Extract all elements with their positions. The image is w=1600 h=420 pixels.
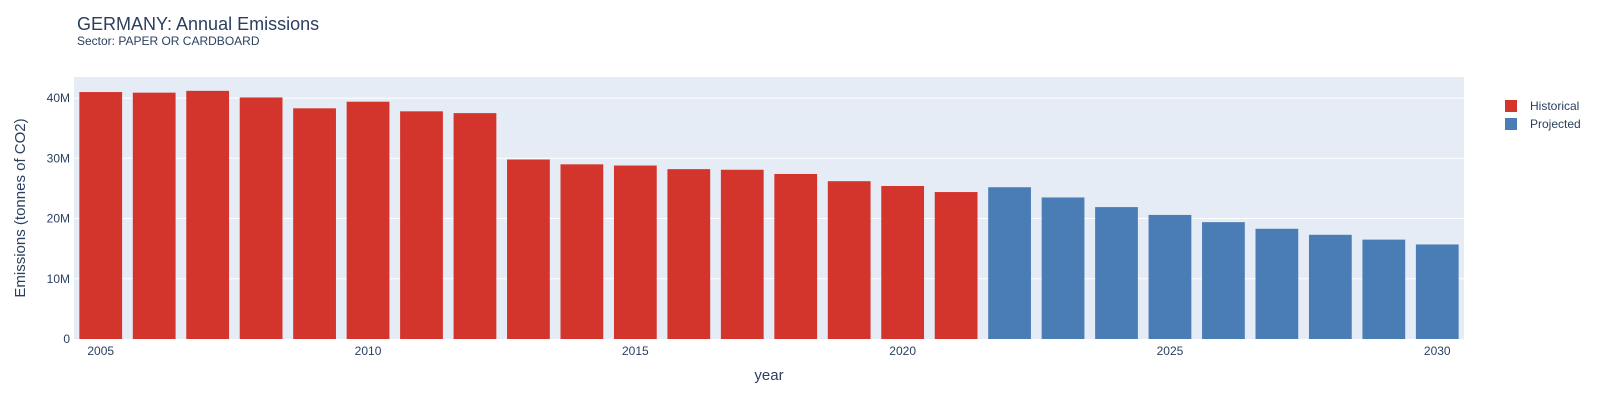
x-tick-label: 2020 bbox=[889, 344, 916, 358]
legend-label: Historical bbox=[1530, 99, 1579, 113]
bar-historical-2021[interactable] bbox=[934, 192, 978, 339]
x-tick-label: 2025 bbox=[1157, 344, 1184, 358]
bar-projected-2023[interactable] bbox=[1041, 197, 1085, 339]
bar-historical-2016[interactable] bbox=[667, 169, 711, 339]
bar-historical-2008[interactable] bbox=[239, 97, 283, 339]
y-tick-label: 40M bbox=[47, 91, 70, 105]
bar-historical-2014[interactable] bbox=[560, 164, 604, 339]
chart-subtitle: Sector: PAPER OR CARDBOARD bbox=[77, 34, 260, 48]
bar-historical-2018[interactable] bbox=[774, 173, 818, 339]
x-tick-label: 2015 bbox=[622, 344, 649, 358]
bar-projected-2024[interactable] bbox=[1095, 207, 1138, 339]
bar-projected-2026[interactable] bbox=[1202, 222, 1245, 339]
legend-item-historical[interactable]: Historical bbox=[1505, 99, 1579, 113]
y-tick-label: 10M bbox=[47, 272, 70, 286]
bar-historical-2011[interactable] bbox=[400, 111, 443, 340]
bar-projected-2027[interactable] bbox=[1255, 228, 1299, 339]
legend: Historical Projected bbox=[1505, 99, 1581, 131]
bar-historical-2010[interactable] bbox=[346, 101, 390, 340]
bar-historical-2012[interactable] bbox=[453, 113, 497, 339]
x-tick-label: 2005 bbox=[87, 344, 114, 358]
bar-historical-2017[interactable] bbox=[720, 169, 764, 339]
y-axis-title: Emissions (tonnes of CO2) bbox=[12, 118, 29, 297]
y-tick-label: 20M bbox=[47, 212, 70, 226]
legend-swatch bbox=[1505, 118, 1517, 130]
bar-historical-2006[interactable] bbox=[132, 92, 176, 340]
bars bbox=[79, 90, 1459, 340]
bar-projected-2029[interactable] bbox=[1362, 239, 1406, 339]
bar-projected-2025[interactable] bbox=[1148, 214, 1192, 339]
bar-historical-2013[interactable] bbox=[507, 159, 550, 339]
x-axis-title: year bbox=[754, 367, 783, 384]
y-tick-label: 30M bbox=[47, 151, 70, 165]
bar-projected-2028[interactable] bbox=[1308, 234, 1352, 339]
y-axis-ticks: 0 10M 20M 30M 40M bbox=[47, 91, 71, 346]
x-axis-ticks: 2005 2010 2015 2020 2025 2030 bbox=[87, 344, 1451, 358]
x-tick-label: 2030 bbox=[1424, 344, 1451, 358]
bar-projected-2030[interactable] bbox=[1415, 244, 1459, 339]
legend-swatch bbox=[1505, 100, 1517, 112]
bar-historical-2005[interactable] bbox=[79, 92, 123, 340]
bar-historical-2007[interactable] bbox=[186, 90, 230, 339]
bar-historical-2015[interactable] bbox=[613, 165, 657, 339]
legend-label: Projected bbox=[1530, 117, 1581, 131]
x-tick-label: 2010 bbox=[355, 344, 382, 358]
bar-historical-2009[interactable] bbox=[293, 108, 336, 339]
bar-historical-2020[interactable] bbox=[881, 186, 925, 339]
legend-item-projected[interactable]: Projected bbox=[1505, 117, 1581, 131]
bar-historical-2019[interactable] bbox=[827, 181, 871, 339]
chart-title: GERMANY: Annual Emissions bbox=[77, 14, 319, 34]
y-tick-label: 0 bbox=[63, 332, 70, 346]
bar-projected-2022[interactable] bbox=[988, 187, 1031, 339]
